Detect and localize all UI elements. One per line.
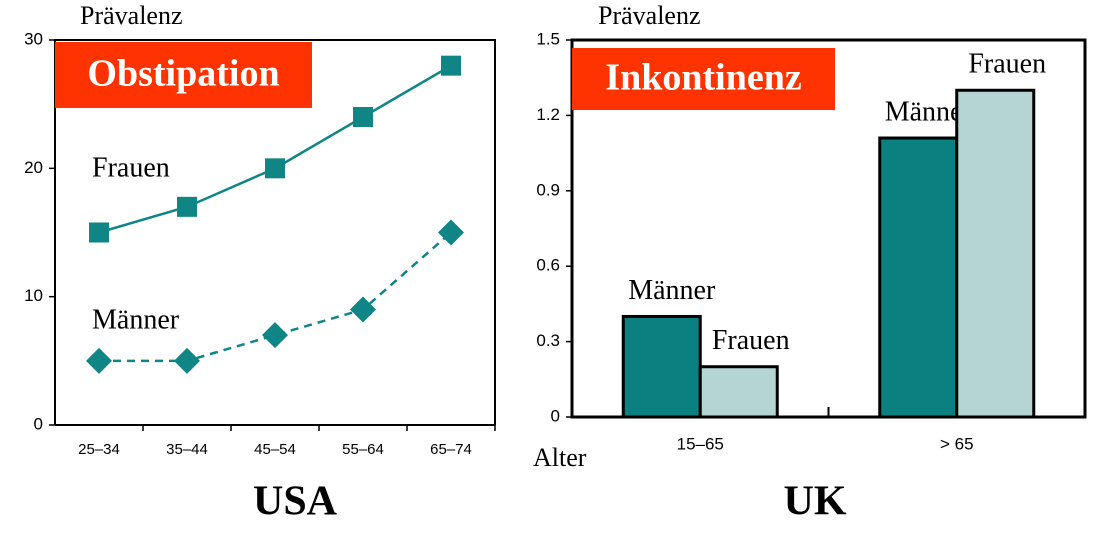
title-box: [55, 42, 312, 108]
bar: [955, 88, 1036, 419]
y-tick-label: 20: [24, 158, 43, 177]
series-label: Männer: [92, 304, 180, 335]
marker: [350, 296, 376, 323]
chart-caption: UK: [784, 479, 847, 525]
x-tick-label: 25–34: [78, 441, 120, 458]
x-tick-label: 55–64: [342, 441, 384, 458]
bar-label: Frauen: [968, 49, 1046, 80]
bar: [698, 365, 779, 419]
marker: [438, 219, 464, 246]
x-tick-label: 15–65: [677, 434, 724, 453]
y-tick-label: 1.5: [536, 29, 560, 48]
bar-label: Frauen: [712, 325, 790, 356]
bar: [878, 136, 959, 419]
title-box: [572, 48, 835, 110]
bar: [621, 314, 702, 419]
marker: [89, 222, 109, 243]
y-tick-label: 0: [551, 406, 560, 425]
y-tick-label: 1.2: [536, 105, 560, 124]
y-tick-label: 0: [34, 414, 43, 433]
marker: [441, 55, 461, 76]
marker: [177, 196, 197, 217]
marker: [265, 158, 285, 179]
chart-title: Obstipation: [87, 53, 279, 95]
y-tick-label: 0.9: [536, 180, 560, 199]
marker: [174, 347, 200, 374]
x-axis-label: Alter: [533, 443, 587, 472]
y-tick-label: 30: [24, 29, 43, 48]
y-axis-label: Prävalenz: [598, 1, 701, 30]
x-tick-label: 65–74: [430, 441, 472, 458]
x-tick-label: > 65: [940, 434, 974, 453]
bar-label: Männer: [628, 275, 716, 306]
marker: [353, 107, 373, 127]
x-tick-label: 35–44: [166, 441, 208, 458]
y-tick-label: 0.3: [536, 331, 560, 350]
y-tick-label: 0.6: [536, 256, 560, 275]
y-axis-label: Prävalenz: [80, 1, 183, 30]
x-tick-label: 45–54: [254, 441, 296, 458]
chart-title: Inkontinenz: [605, 57, 802, 99]
marker: [262, 322, 288, 349]
series-label: Frauen: [92, 152, 170, 183]
chart-caption: USA: [253, 479, 338, 525]
series-line: [99, 231, 452, 363]
y-tick-label: 10: [24, 286, 43, 305]
marker: [86, 347, 112, 374]
